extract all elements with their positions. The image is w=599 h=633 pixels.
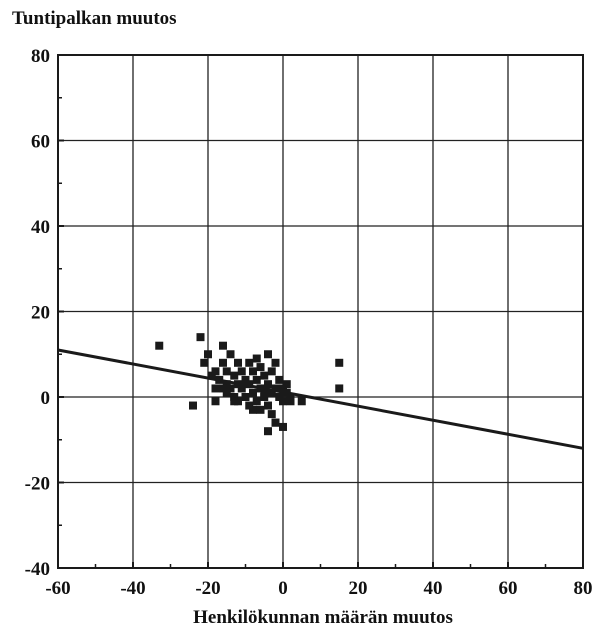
data-point — [249, 389, 257, 397]
x-tick-label: -20 — [195, 578, 220, 599]
data-point — [212, 384, 220, 392]
data-point — [234, 359, 242, 367]
data-point — [223, 367, 231, 375]
x-tick-label: 40 — [424, 578, 443, 599]
y-tick-label: 0 — [41, 388, 51, 409]
data-point — [298, 397, 306, 405]
data-point — [275, 376, 283, 384]
x-tick-label: 20 — [349, 578, 368, 599]
data-point — [264, 350, 272, 358]
data-point — [212, 367, 220, 375]
data-point — [257, 363, 265, 371]
data-point — [230, 397, 238, 405]
data-point — [264, 380, 272, 388]
data-point — [155, 342, 163, 350]
data-point — [272, 359, 280, 367]
data-point — [200, 359, 208, 367]
data-point — [245, 359, 253, 367]
data-point — [279, 423, 287, 431]
data-point — [249, 367, 257, 375]
data-point — [287, 397, 295, 405]
data-point — [268, 367, 276, 375]
y-tick-label: 20 — [31, 303, 50, 324]
x-tick-label: 60 — [499, 578, 518, 599]
data-point — [335, 384, 343, 392]
data-point — [264, 402, 272, 410]
data-point — [219, 342, 227, 350]
x-tick-label: 80 — [574, 578, 593, 599]
data-point — [238, 367, 246, 375]
data-point — [227, 384, 235, 392]
data-points — [155, 333, 343, 435]
y-tick-label: 60 — [31, 132, 50, 153]
y-axis-title: Tuntipalkan muutos — [12, 8, 177, 29]
x-tick-label: 0 — [278, 578, 288, 599]
data-point — [253, 397, 261, 405]
data-point — [335, 359, 343, 367]
x-tick-label: -60 — [45, 578, 70, 599]
data-point — [189, 402, 197, 410]
data-point — [253, 355, 261, 363]
trend-line — [58, 350, 583, 448]
data-point — [257, 406, 265, 414]
x-axis-title: Henkilökunnan määrän muutos — [193, 607, 453, 628]
data-point — [249, 406, 257, 414]
data-point — [260, 372, 268, 380]
data-point — [279, 397, 287, 405]
grid-lines — [58, 55, 583, 568]
data-point — [283, 380, 291, 388]
data-point — [197, 333, 205, 341]
data-point — [227, 350, 235, 358]
data-point — [272, 419, 280, 427]
data-point — [219, 384, 227, 392]
data-point — [212, 397, 220, 405]
y-tick-label: 40 — [31, 217, 50, 238]
data-point — [219, 359, 227, 367]
data-point — [253, 376, 261, 384]
y-tick-label: 80 — [31, 46, 50, 67]
x-tick-label: -40 — [120, 578, 145, 599]
data-point — [268, 410, 276, 418]
y-tick-label: -20 — [25, 474, 50, 495]
data-point — [242, 393, 250, 401]
data-point — [230, 372, 238, 380]
y-tick-label: -40 — [25, 559, 50, 580]
data-point — [204, 350, 212, 358]
data-point — [264, 427, 272, 435]
